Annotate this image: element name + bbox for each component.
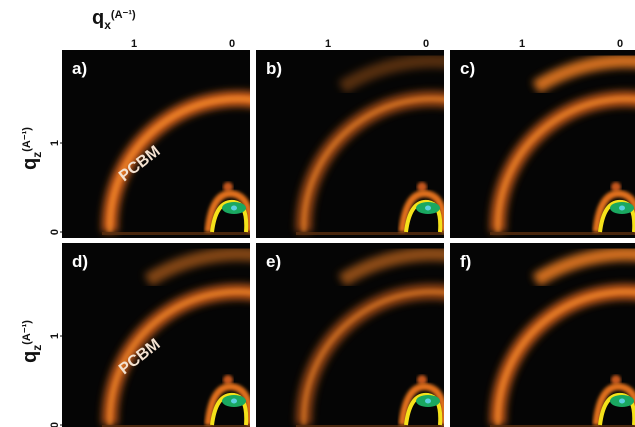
x-tick-label: 0 (617, 38, 623, 50)
x-tick-label: 1 (519, 38, 525, 50)
panel: b) (256, 50, 484, 238)
y-tick-label: 1 (49, 333, 61, 339)
figure: qx(A⁻¹) a)PCBM1010qz(A⁻¹)b)10c)10d)PCBM1… (0, 0, 635, 427)
y-tick-label: 0 (49, 229, 61, 235)
x-tick-label: 0 (229, 38, 235, 50)
y-label-symbol: q (19, 351, 41, 363)
peak-center (619, 206, 625, 211)
horizon (490, 232, 635, 235)
panel-background (62, 50, 250, 238)
panel-label: d) (72, 252, 88, 271)
peak-center (619, 399, 625, 404)
peak-center (425, 399, 431, 404)
x-tick-label: 0 (423, 38, 429, 50)
panel-label: f) (460, 252, 471, 271)
y-label-unit: (A⁻¹) (21, 127, 33, 152)
panel: d)PCBM (62, 243, 290, 427)
panel-label: c) (460, 59, 475, 78)
panel-label: b) (266, 59, 282, 78)
y-axis-label: qz(A⁻¹) (19, 127, 44, 170)
y-tick-label: 1 (49, 140, 61, 146)
y-label-unit: (A⁻¹) (21, 320, 33, 345)
x-tick-label: 1 (131, 38, 137, 50)
peak-center (231, 206, 237, 211)
y-tick-label: 0 (49, 422, 61, 427)
y-label-symbol: q (19, 158, 41, 170)
peak-center (425, 206, 431, 211)
y-axis-label: qz(A⁻¹) (19, 320, 44, 363)
peak-center (231, 399, 237, 404)
x-label-symbol: q (92, 7, 104, 29)
panel: a)PCBM (62, 50, 290, 238)
x-tick-label: 1 (325, 38, 331, 50)
panel-label: e) (266, 252, 281, 271)
panel-label: a) (72, 59, 87, 78)
panel: e) (256, 243, 484, 427)
x-axis-label: qx(A⁻¹) (92, 7, 136, 32)
x-label-unit: (A⁻¹) (111, 9, 136, 21)
panel: f) (450, 243, 635, 427)
panel: c) (450, 50, 635, 238)
